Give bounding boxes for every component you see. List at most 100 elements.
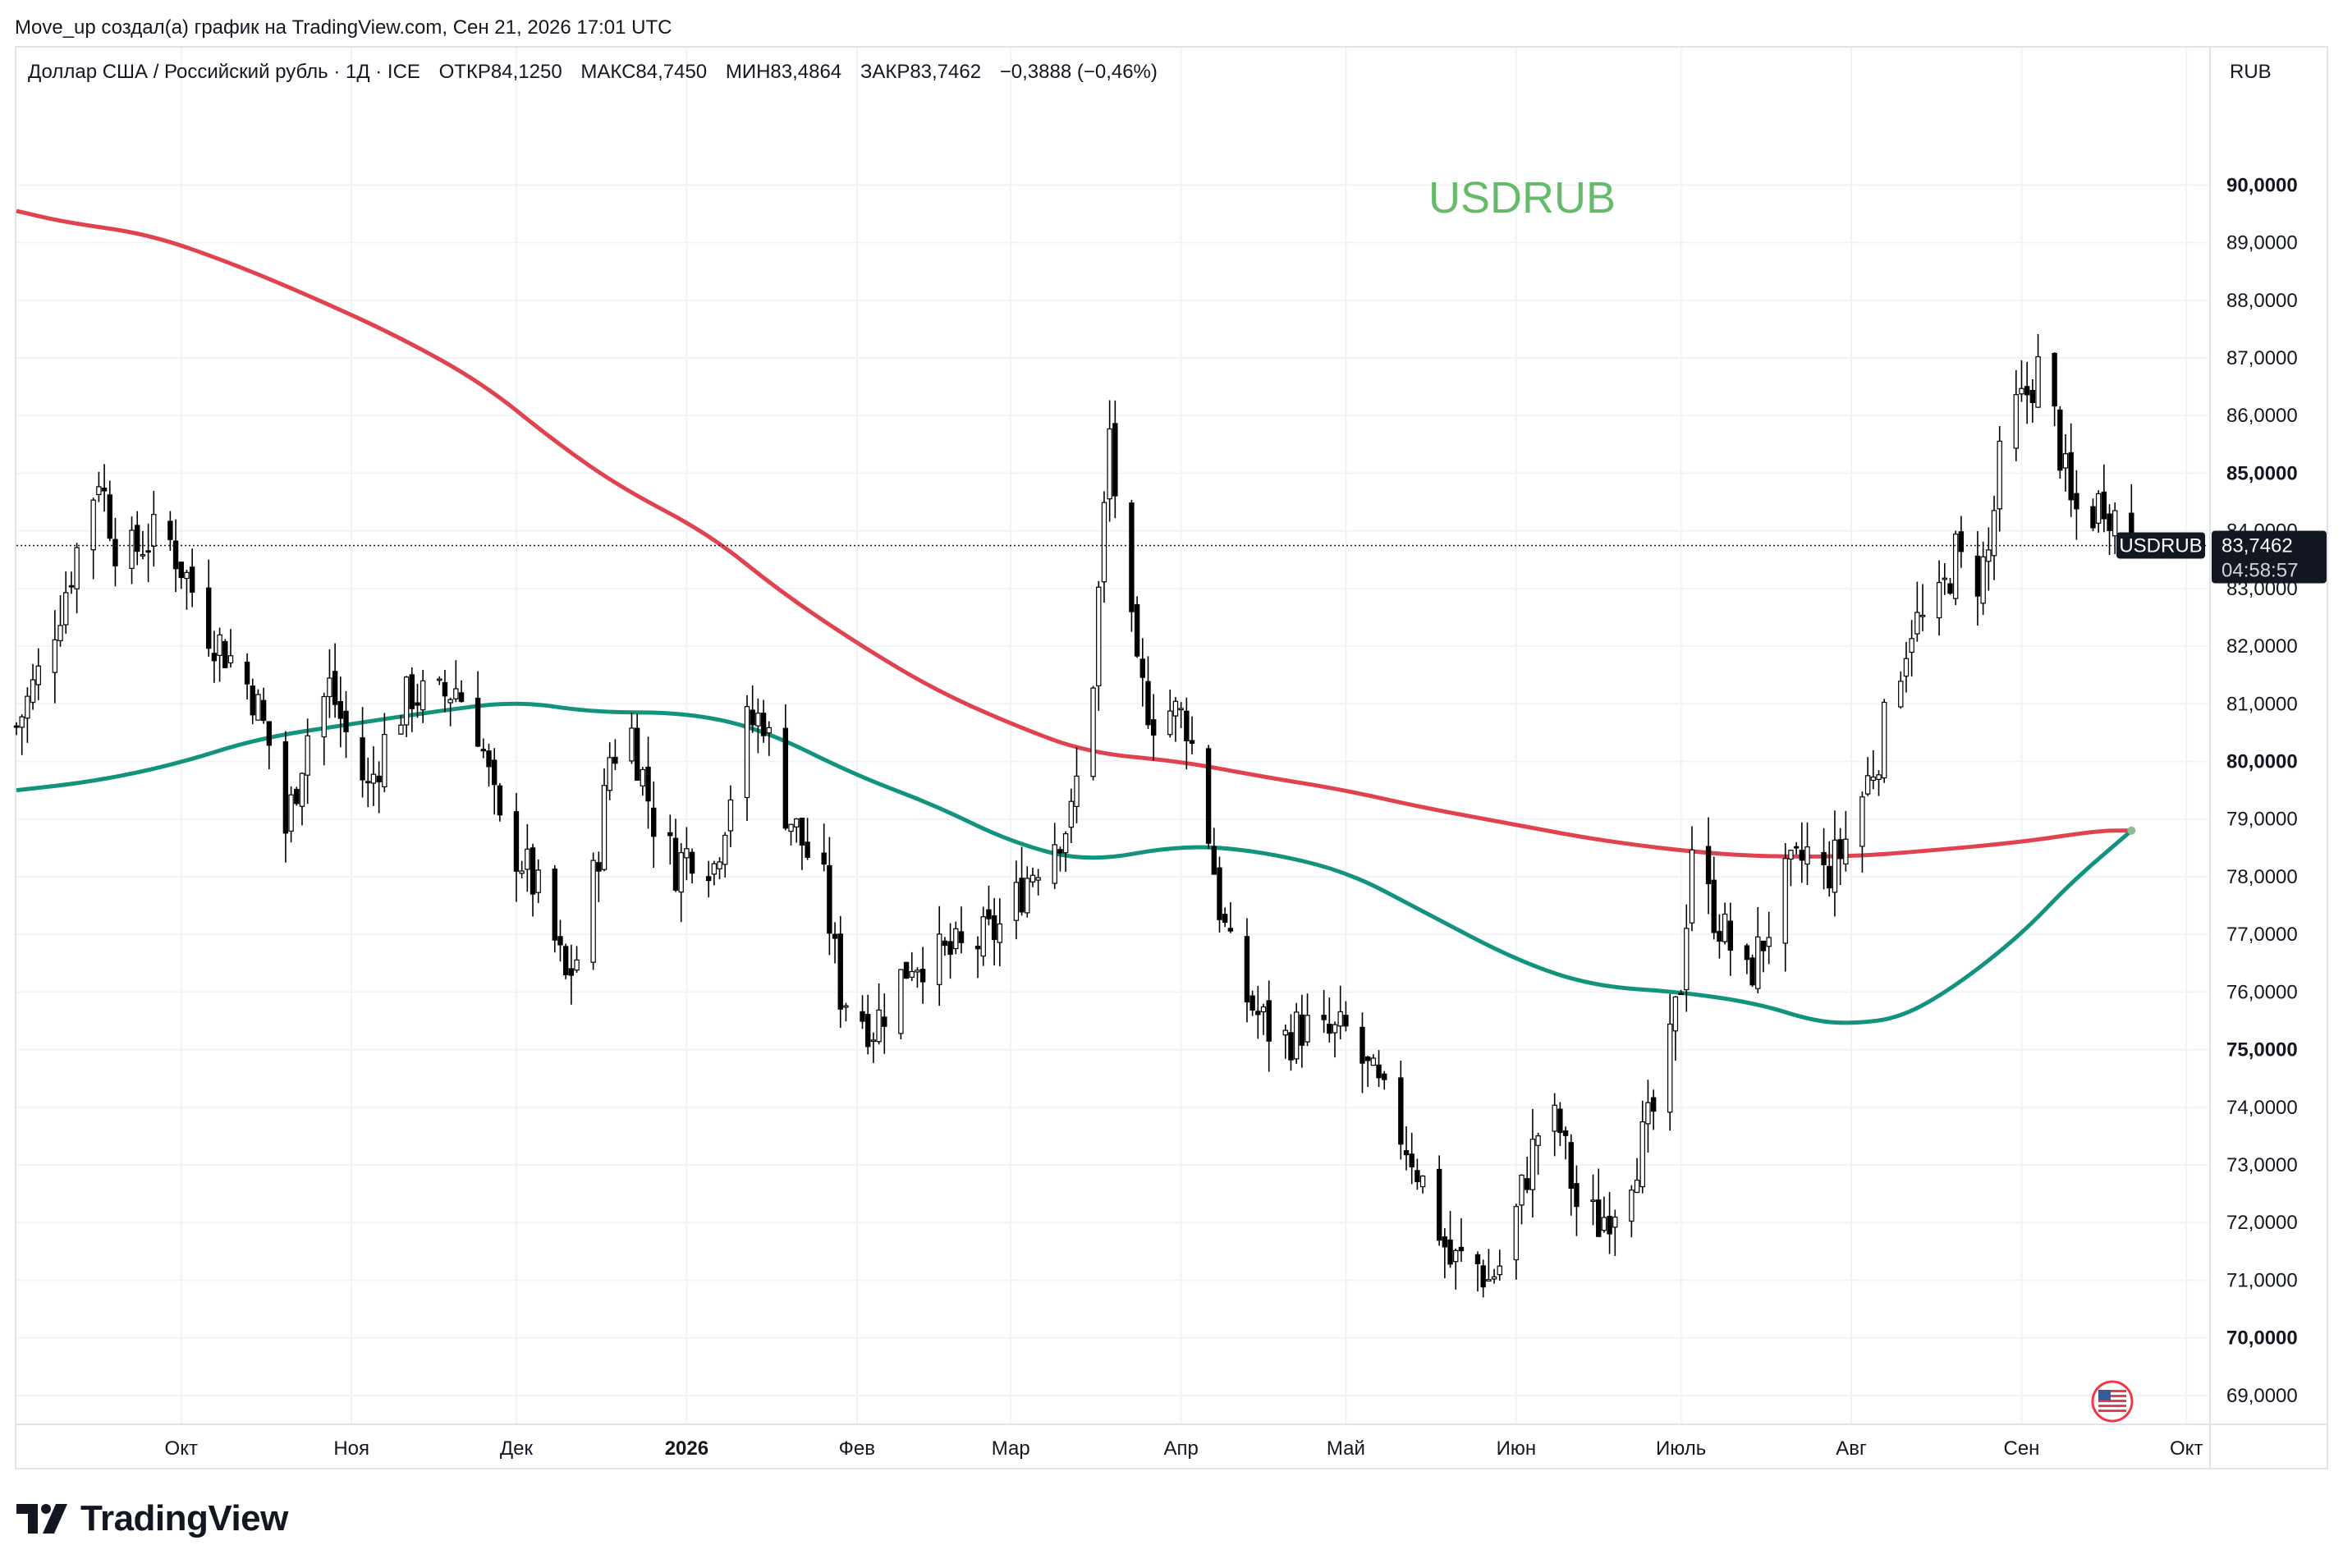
- candle: [305, 718, 310, 805]
- candle: [453, 660, 459, 703]
- ohlc-high: МАКС84,7450: [580, 61, 708, 83]
- currency-button[interactable]: RUB: [2230, 61, 2272, 83]
- candle: [2101, 464, 2107, 533]
- candle-body: [612, 756, 618, 764]
- candle-body: [458, 692, 465, 703]
- candle-body: [30, 679, 36, 704]
- candle-body: [1919, 614, 1926, 617]
- candle: [1178, 702, 1184, 728]
- us-flag-icon[interactable]: [2091, 1380, 2134, 1423]
- candle-body: [860, 1011, 865, 1022]
- chart-frame[interactable]: [15, 46, 2328, 1469]
- candle-body: [332, 671, 338, 705]
- x-axis[interactable]: Окт Ноя Дек 2026 Фев Мар Апр Май Июн Июль Авг Сен Ок…: [165, 1437, 2203, 1460]
- candle-body: [1552, 1104, 1557, 1132]
- candle-body: [172, 540, 179, 570]
- candle: [1832, 810, 1838, 917]
- candle-body: [370, 773, 377, 784]
- candle-body: [2090, 506, 2096, 529]
- candle: [370, 746, 377, 806]
- candle-body: [184, 571, 190, 580]
- candle: [760, 699, 767, 743]
- candle-body: [1474, 1254, 1481, 1264]
- y-tick-label: 70,0000: [2226, 1327, 2298, 1350]
- candle: [1568, 1134, 1574, 1216]
- candle-body: [1634, 1179, 1640, 1194]
- candle-body: [629, 727, 635, 762]
- candle: [30, 663, 36, 710]
- candle-body: [1101, 502, 1107, 583]
- candle: [250, 678, 255, 725]
- candle: [1607, 1191, 1612, 1254]
- candle-body: [420, 680, 426, 711]
- candle-body: [68, 585, 75, 588]
- candle: [837, 915, 843, 1029]
- candle-body: [1107, 428, 1112, 500]
- candle: [799, 818, 805, 870]
- candle: [634, 713, 640, 781]
- y-axis[interactable]: 69,0000 70,0000 71,0000 72,0000 73,0000 74,00…: [2226, 174, 2298, 1407]
- candle: [629, 712, 635, 764]
- candle: [915, 967, 920, 988]
- candle-body: [876, 1009, 882, 1043]
- candle-body: [727, 799, 734, 832]
- candle: [689, 848, 695, 884]
- candle: [557, 919, 563, 962]
- candle-body: [672, 837, 679, 891]
- candle: [562, 943, 569, 979]
- candle-body: [980, 916, 986, 957]
- moving-averages: [16, 209, 2136, 1025]
- y-tick-label: 72,0000: [2226, 1212, 2298, 1234]
- candle-body: [689, 851, 695, 874]
- candle: [991, 897, 997, 965]
- candle: [1167, 689, 1173, 738]
- candle-body: [1717, 930, 1722, 942]
- candle-body: [1705, 846, 1712, 885]
- candle-body: [513, 811, 520, 872]
- candle: [1447, 1211, 1453, 1268]
- candle: [672, 818, 679, 892]
- candle: [1986, 527, 1992, 591]
- candle-body: [1821, 851, 1827, 865]
- candle: [1343, 1001, 1349, 1032]
- candle: [1936, 560, 1942, 636]
- candle-body: [1370, 1057, 1377, 1066]
- moving-average-short-line: [16, 701, 2133, 1025]
- candle: [178, 562, 184, 589]
- candle: [744, 695, 750, 822]
- candle-body: [909, 970, 915, 978]
- candle-body: [1266, 1000, 1272, 1042]
- candle: [486, 743, 492, 787]
- candle-body: [2062, 453, 2069, 469]
- candle: [1870, 750, 1877, 790]
- tradingview-logo[interactable]: TradingView: [16, 1498, 288, 1539]
- candle: [447, 697, 453, 727]
- candle-body: [1859, 796, 1865, 847]
- candle: [458, 680, 465, 703]
- x-tick-label: Июль: [1656, 1437, 1706, 1460]
- candle: [1222, 907, 1228, 928]
- y-tick-label: 74,0000: [2226, 1097, 2298, 1119]
- candle-body: [288, 794, 294, 832]
- candle: [189, 548, 195, 607]
- candle: [1145, 656, 1151, 729]
- candle: [1150, 694, 1157, 761]
- candle: [1760, 940, 1767, 973]
- candle-body: [282, 741, 289, 834]
- candle-body: [1574, 1183, 1580, 1208]
- candle: [244, 653, 250, 699]
- candle-body: [337, 700, 344, 719]
- candle: [958, 906, 965, 954]
- candle: [360, 707, 365, 798]
- candle: [788, 823, 794, 846]
- candle: [667, 814, 673, 865]
- candle: [403, 676, 410, 738]
- candle: [1293, 1002, 1300, 1064]
- x-tick-label: Дек: [500, 1437, 534, 1460]
- flag-stripe: [2098, 1395, 2126, 1397]
- candle: [1914, 581, 1920, 642]
- candle-body: [327, 677, 332, 698]
- x-tick-label: 2026: [665, 1437, 708, 1460]
- candle: [1025, 866, 1030, 918]
